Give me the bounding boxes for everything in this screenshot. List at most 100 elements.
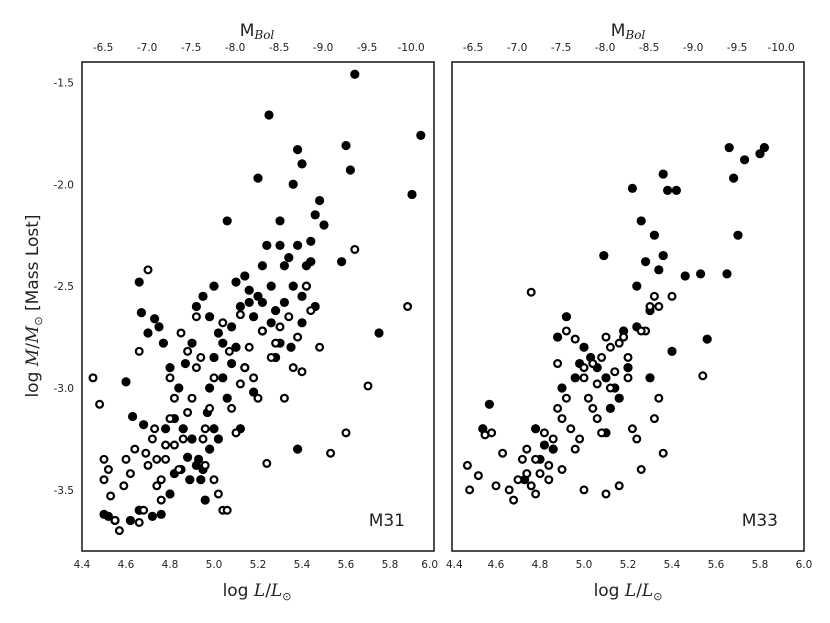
m31-open-point — [288, 363, 298, 373]
m31-filled-point — [198, 291, 208, 301]
m31-filled-point — [165, 363, 175, 373]
m31-top-ticks: -6.5 -7.0 -7.5 -8.0 -8.5 -9.0 -9.5 -10.0 — [93, 42, 425, 54]
m33-open-point — [548, 434, 558, 444]
m33-filled-point — [548, 444, 558, 454]
m33-filled-point — [570, 373, 580, 383]
m31-open-point — [293, 332, 303, 342]
m33-open-point — [623, 373, 633, 383]
m31-top-tick-label: -10.0 — [398, 42, 425, 54]
m33-open-point — [636, 326, 646, 336]
m31-filled-point — [235, 301, 245, 312]
m33-x-tick-label: 4.6 — [488, 559, 505, 571]
m31-open-point — [125, 469, 135, 479]
m33-filled-point — [614, 393, 624, 403]
m31-open-point — [235, 310, 245, 320]
m33-filled-point — [696, 269, 706, 279]
m33-open-point — [588, 359, 598, 369]
m33-filled-point — [641, 257, 651, 267]
m33-x-tick-label: 5.8 — [752, 559, 769, 571]
m31-filled-point — [125, 515, 135, 526]
m31-open-point — [103, 465, 113, 475]
m33-open-point — [588, 403, 598, 413]
m31-open-point — [279, 393, 289, 403]
m31-filled-point — [337, 257, 347, 267]
m31-open-point — [209, 373, 219, 383]
m33-open-point — [645, 302, 655, 312]
m31-filled-point — [174, 383, 184, 393]
m31-open-point — [169, 393, 179, 403]
m31-open-point — [176, 328, 186, 338]
m33-filled-point — [579, 342, 589, 352]
m31-x-tick-label: 4.4 — [74, 559, 91, 571]
m31-filled-point — [205, 383, 215, 393]
m31-x-axis-title-prefix: log — [223, 581, 254, 601]
m31-filled-point — [293, 240, 303, 250]
m31-open-point — [161, 454, 171, 464]
m31-open-point — [191, 312, 201, 322]
m31-open-point — [363, 381, 373, 391]
m31-filled-point — [150, 314, 160, 324]
m33-x-axis-title: log L/L⊙ — [594, 581, 663, 603]
m31-filled-point — [143, 328, 153, 338]
m33-open-point — [570, 444, 580, 454]
m33-filled-point — [663, 185, 673, 195]
m31-panel: -3.5 -3.0 -2.5 -2.0 -1.5 4.4 4.6 4.8 5.0 5.2 5.4 5… — [54, 21, 439, 603]
m31-filled-point — [218, 338, 228, 348]
m31-x-tick-label: 5.0 — [206, 559, 223, 571]
m33-open-point — [462, 460, 472, 470]
m33-open-point — [667, 291, 677, 301]
y-axis-title-slash: / — [23, 343, 43, 349]
m31-open-point — [114, 526, 124, 536]
y-axis-title-prefix: log — [23, 366, 43, 397]
y-axis-title: log M/M⊙ [Mass Lost] — [23, 214, 45, 397]
m33-top-axis-title-main: M — [611, 21, 626, 41]
m31-open-point — [301, 281, 311, 291]
m33-open-point — [623, 352, 633, 362]
m31-open-point — [284, 312, 294, 322]
m33-x-tick-label: 4.8 — [532, 559, 549, 571]
m31-x-tick-label: 4.6 — [118, 559, 135, 571]
m33-open-point — [498, 448, 508, 458]
m31-open-point — [143, 265, 153, 275]
m33-panel-label: M33 — [742, 511, 778, 531]
m31-open-point — [213, 489, 223, 499]
m31-filled-point — [288, 281, 298, 291]
m31-filled-point — [209, 352, 219, 363]
m33-open-point — [513, 475, 523, 485]
m33-filled-point — [531, 424, 541, 434]
m31-filled-point — [156, 509, 166, 519]
m31-filled-point — [231, 342, 241, 352]
m33-open-point — [465, 485, 475, 495]
m31-filled-point — [136, 308, 146, 318]
m31-open-point — [119, 481, 129, 491]
m33-filled-point — [623, 363, 633, 373]
y-axis-title-math-2: M — [23, 325, 43, 344]
m33-top-axis-title: MBol — [611, 21, 646, 42]
m33-open-point — [522, 444, 532, 454]
m33-open-point — [557, 414, 567, 424]
m31-filled-point — [158, 338, 168, 348]
m31-x-axis-title-sun: ⊙ — [282, 590, 291, 603]
m33-open-point — [504, 485, 514, 495]
m31-open-point — [156, 495, 166, 505]
m31-filled-point — [231, 277, 241, 287]
m31-filled-point — [319, 220, 329, 230]
y-axis-title-sun: ⊙ — [32, 316, 45, 325]
m31-open-point — [205, 403, 215, 413]
m33-open-point — [531, 489, 541, 499]
m33-top-tick-label: -8.5 — [639, 42, 660, 54]
m31-open-point — [187, 393, 197, 403]
m33-open-point — [698, 371, 708, 381]
m31-y-tick-label: -2.5 — [54, 281, 75, 293]
m31-open-point — [152, 454, 162, 464]
m31-filled-point — [257, 261, 267, 271]
m33-open-point — [583, 393, 593, 403]
m33-filled-point — [733, 230, 743, 240]
m33-x-tick-label: 5.0 — [576, 559, 593, 571]
m31-filled-point — [222, 393, 232, 403]
m31-open-point — [235, 379, 245, 389]
m33-x-tick-label: 5.2 — [620, 559, 637, 571]
m33-open-point — [597, 352, 607, 362]
m31-filled-point — [350, 69, 360, 79]
m31-filled-point — [293, 145, 303, 155]
